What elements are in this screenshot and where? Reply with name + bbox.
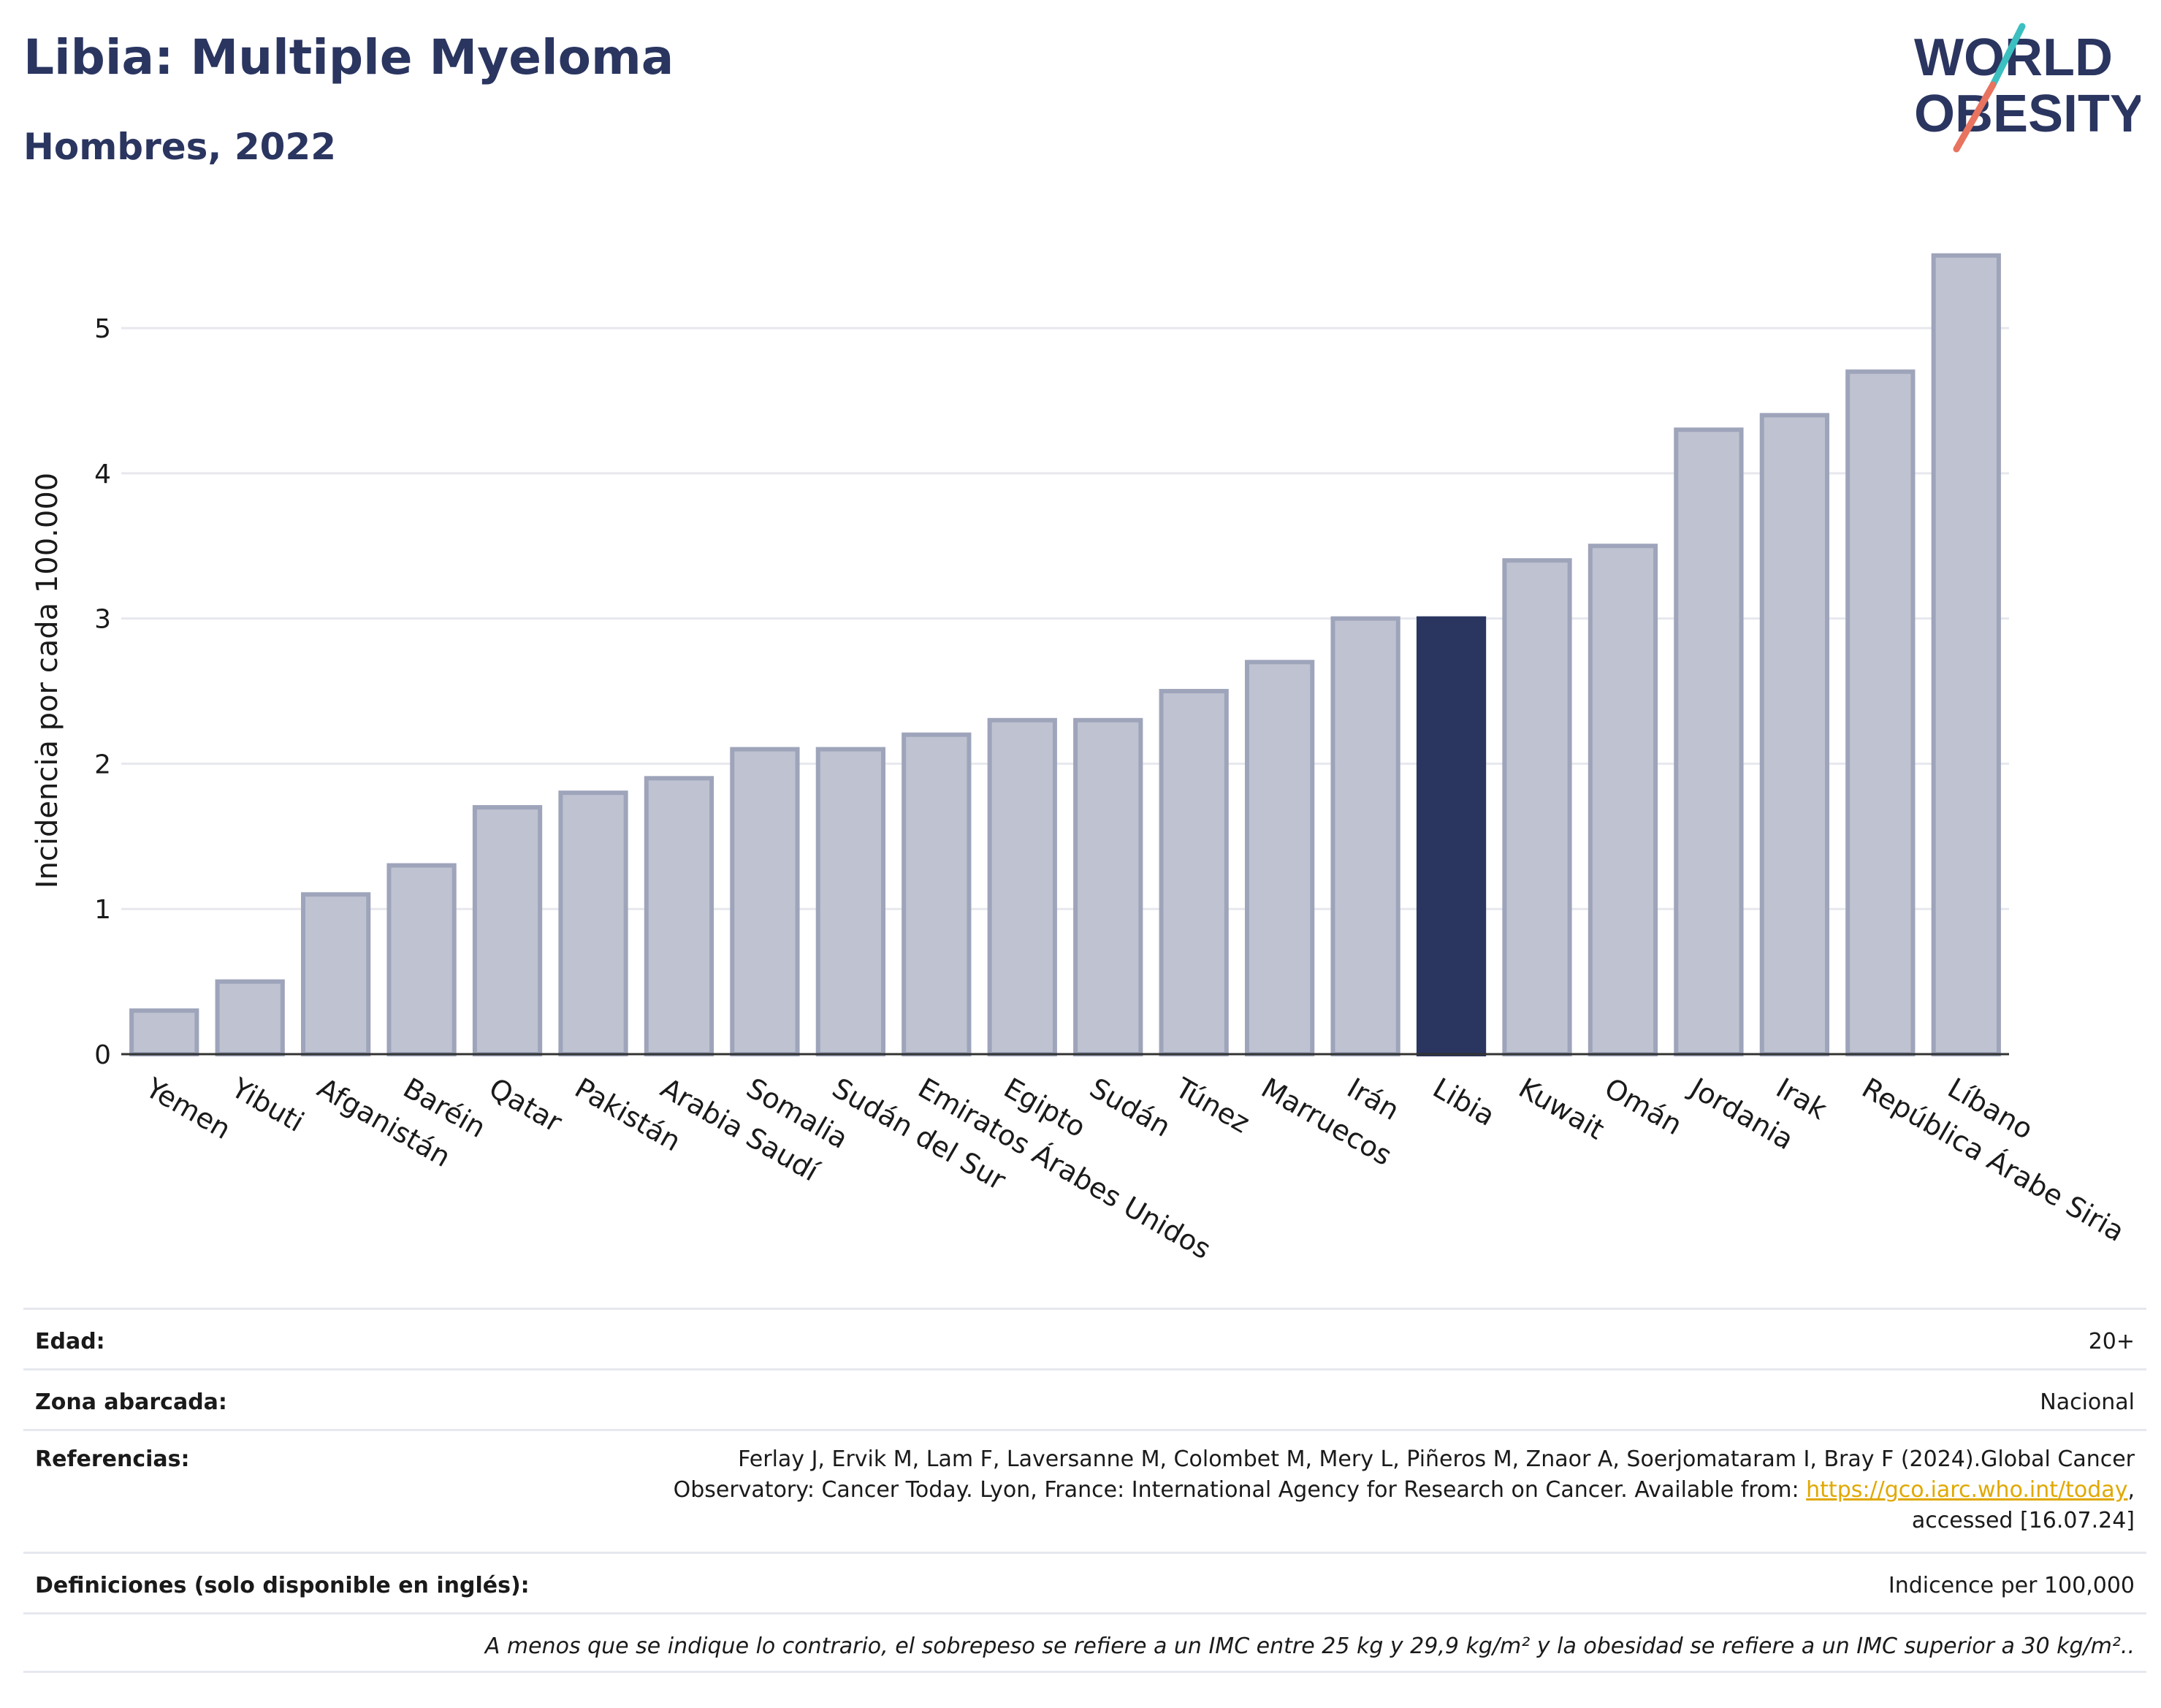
bar-qatar	[472, 805, 543, 1056]
area-value: Nacional	[2040, 1389, 2135, 1415]
bar-sudán	[1073, 717, 1143, 1056]
x-tick-yemen: Yemen	[140, 1071, 236, 1145]
footnote: A menos que se indique lo contrario, el …	[484, 1633, 2135, 1659]
references-label: Referencias:	[35, 1446, 190, 1472]
y-tick-3: 3	[94, 605, 111, 635]
bar-afganistán	[301, 892, 371, 1056]
x-tick-túnez: Túnez	[1170, 1071, 1255, 1139]
bar-yibuti	[215, 979, 285, 1056]
references-value: Ferlay J, Ervik M, Lam F, Laversanne M, …	[674, 1444, 2135, 1536]
y-tick-0: 0	[94, 1040, 111, 1070]
bar-egipto	[987, 717, 1057, 1056]
world-obesity-logo: WORLD OBESITY	[1914, 23, 2141, 153]
info-row-definitions: Definiciones (solo disponible en inglés)…	[23, 1552, 2146, 1612]
bar-omán	[1588, 544, 1658, 1056]
info-row-area: Zona abarcada: Nacional	[23, 1368, 2146, 1429]
y-tick-4: 4	[94, 460, 111, 489]
bar-marruecos	[1245, 660, 1315, 1056]
chart-bars	[129, 253, 2001, 1057]
bar-yemen	[129, 1008, 199, 1057]
bar-jordania	[1674, 427, 1744, 1056]
bar-túnez	[1159, 689, 1229, 1056]
bar-república-árabe-siria	[1845, 369, 1916, 1056]
y-tick-5: 5	[94, 314, 111, 344]
age-value: 20+	[2088, 1329, 2135, 1354]
bar-libia	[1416, 616, 1487, 1056]
info-row-age: Edad: 20+	[23, 1308, 2146, 1368]
references-link[interactable]: https://gco.iarc.who.int/today	[1806, 1477, 2128, 1503]
references-line-2-end: ,	[2127, 1477, 2135, 1503]
info-table: Edad: 20+ Zona abarcada: Nacional Refere…	[23, 1308, 2146, 1673]
y-axis-label: Incidencia por cada 100.000	[31, 473, 64, 889]
y-tick-2: 2	[94, 750, 111, 779]
x-tick-sudán: Sudán	[1084, 1072, 1176, 1143]
bar-arabia-saudí	[644, 776, 714, 1056]
references-line-3: accessed [16.07.24]	[1911, 1508, 2135, 1533]
x-tick-yibuti: Yibuti	[226, 1071, 310, 1138]
references-line-1: Ferlay J, Ervik M, Lam F, Laversanne M, …	[738, 1446, 2135, 1472]
page-title: Libia: Multiple Myeloma	[23, 29, 674, 85]
logo-text-obesity: OBESITY	[1914, 85, 2141, 143]
logo-slash-teal	[1989, 23, 2026, 88]
info-row-note: A menos que se indique lo contrario, el …	[23, 1612, 2146, 1673]
bar-irán	[1330, 616, 1400, 1056]
bar-kuwait	[1502, 558, 1572, 1056]
bar-baréin	[386, 863, 457, 1057]
page-subtitle: Hombres, 2022	[23, 126, 336, 168]
bar-líbano	[1931, 253, 2001, 1056]
bar-irak	[1759, 413, 1829, 1056]
bar-somalia	[730, 747, 800, 1056]
x-tick-omán: Omán	[1599, 1072, 1688, 1141]
age-label: Edad:	[35, 1329, 105, 1354]
x-tick-qatar: Qatar	[484, 1072, 568, 1139]
definitions-label: Definiciones (solo disponible en inglés)…	[35, 1573, 530, 1598]
y-tick-1: 1	[94, 895, 111, 925]
x-tick-libia: Libia	[1428, 1072, 1501, 1132]
y-tick-labels: 0 1 2 3 4 5	[94, 314, 111, 1070]
info-row-references: Referencias: Ferlay J, Ervik M, Lam F, L…	[23, 1429, 2146, 1552]
x-tick-kuwait: Kuwait	[1514, 1072, 1610, 1146]
area-label: Zona abarcada:	[35, 1389, 227, 1415]
references-line-2: Observatory: Cancer Today. Lyon, France:…	[673, 1477, 1807, 1503]
definitions-value: Indicence per 100,000	[1888, 1573, 2135, 1598]
logo-slash-coral	[1953, 81, 1997, 153]
bar-pakistán	[558, 790, 628, 1056]
bar-sudán-del-sur	[815, 747, 885, 1056]
bar-emiratos-árabes-unidos	[902, 732, 972, 1057]
